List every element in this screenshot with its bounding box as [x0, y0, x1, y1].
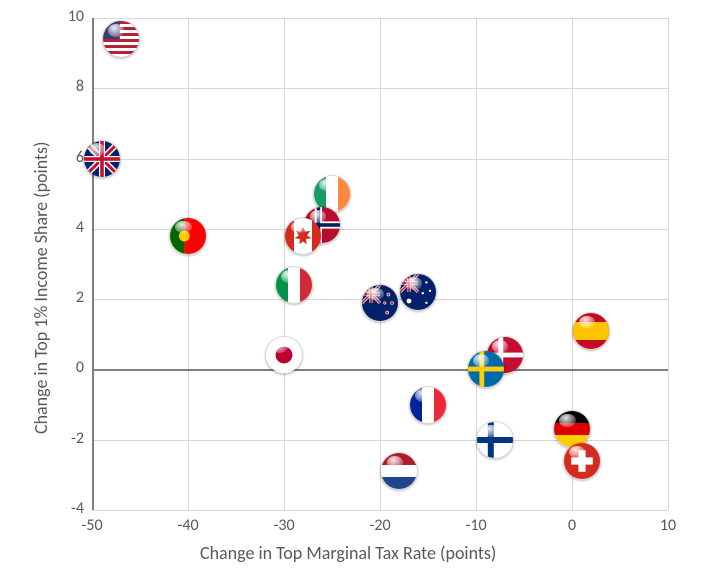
scatter-chart: Change in Top 1% Income Share (points) C…	[0, 0, 702, 584]
x-tick-label: 10	[654, 518, 682, 534]
x-tick-label: -20	[366, 518, 394, 534]
y-tick-label: 6	[76, 150, 84, 166]
flag-icon	[409, 386, 447, 424]
data-point-us	[102, 20, 140, 58]
x-tick-label: -40	[174, 518, 202, 534]
data-point-jp	[265, 336, 303, 374]
y-axis-title: Change in Top 1% Income Share (points)	[30, 141, 52, 434]
y-tick-label: 4	[76, 220, 84, 236]
data-point-it	[275, 266, 313, 304]
flag-icon	[361, 284, 399, 322]
flag-icon	[563, 442, 601, 480]
y-tick-label: 8	[76, 79, 84, 95]
data-point-se	[467, 350, 505, 388]
data-point-gb	[83, 140, 121, 178]
flag-icon	[399, 273, 437, 311]
flag-icon	[169, 217, 207, 255]
data-point-ca	[284, 217, 322, 255]
data-point-nl	[380, 452, 418, 490]
data-point-ch	[563, 442, 601, 480]
plot-area	[92, 18, 668, 510]
flag-icon	[476, 421, 514, 459]
flag-icon	[275, 266, 313, 304]
y-axis-line	[92, 18, 94, 510]
flag-icon	[284, 217, 322, 255]
x-tick-label: -10	[462, 518, 490, 534]
flag-icon	[265, 336, 303, 374]
y-tick-label: 10	[68, 9, 84, 25]
y-tick-label: 0	[76, 360, 84, 376]
gridline	[284, 18, 285, 510]
data-point-nz	[361, 284, 399, 322]
x-tick-label: -50	[78, 518, 106, 534]
x-axis-line	[92, 369, 668, 371]
gridline	[668, 18, 669, 510]
flag-icon	[380, 452, 418, 490]
gridline	[92, 510, 668, 511]
gridline	[188, 18, 189, 510]
data-point-es	[572, 312, 610, 350]
y-tick-label: -4	[71, 501, 84, 517]
flag-icon	[102, 20, 140, 58]
x-axis-title: Change in Top Marginal Tax Rate (points)	[200, 542, 496, 564]
data-point-fi	[476, 421, 514, 459]
y-tick-label: 2	[76, 290, 84, 306]
data-point-pt	[169, 217, 207, 255]
y-tick-label: -2	[71, 431, 84, 447]
gridline	[380, 18, 381, 510]
data-point-au	[399, 273, 437, 311]
x-tick-label: 0	[558, 518, 586, 534]
flag-icon	[83, 140, 121, 178]
flag-icon	[467, 350, 505, 388]
x-tick-label: -30	[270, 518, 298, 534]
data-point-fr	[409, 386, 447, 424]
flag-icon	[572, 312, 610, 350]
